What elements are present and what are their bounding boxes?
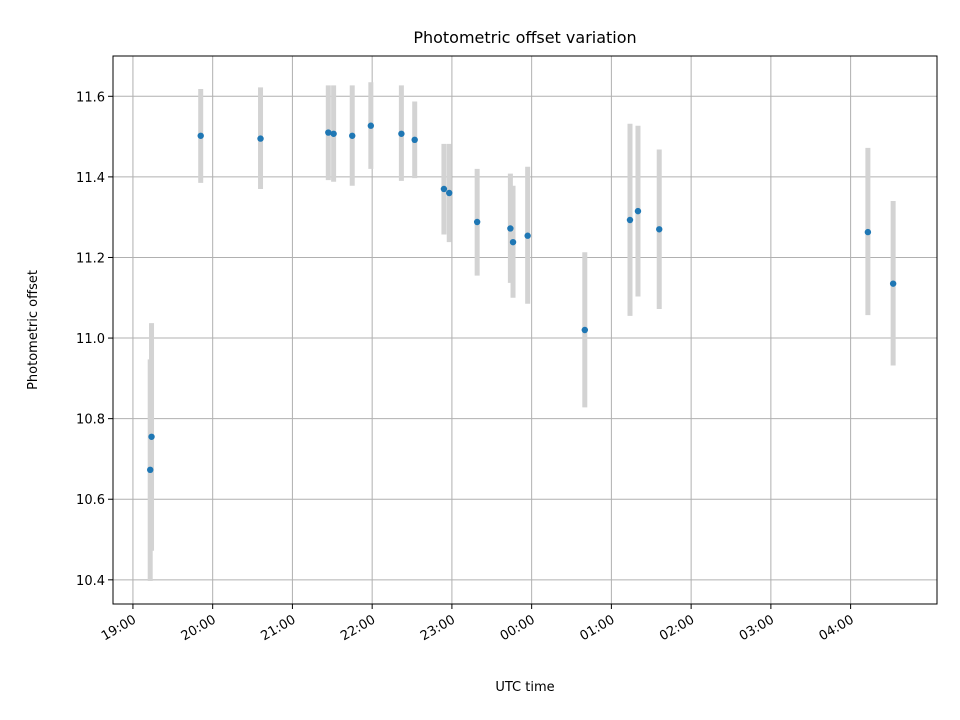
- x-axis-label: UTC time: [495, 680, 554, 695]
- y-tick-label: 11.2: [76, 251, 105, 266]
- y-tick-label: 10.6: [76, 493, 105, 508]
- data-point: [325, 129, 332, 136]
- y-tick-label: 11.4: [76, 171, 105, 186]
- chart-title: Photometric offset variation: [413, 28, 636, 47]
- data-point: [581, 326, 589, 334]
- data-point: [864, 228, 872, 236]
- data-point: [148, 433, 155, 440]
- data-point: [446, 189, 453, 197]
- data-point: [349, 132, 356, 139]
- data-point: [197, 132, 204, 139]
- data-point: [398, 130, 405, 137]
- data-point: [440, 185, 448, 193]
- data-point: [257, 135, 264, 142]
- data-point: [367, 122, 375, 129]
- y-tick-label: 10.8: [76, 413, 105, 428]
- y-axis-label: Photometric offset: [26, 270, 41, 390]
- y-axis-ticks: 10.4 10.6 10.8 11.0 11.2 11.4 11.6: [76, 90, 113, 589]
- plot-frame: [112, 55, 938, 605]
- y-tick-label: 10.4: [76, 574, 105, 589]
- data-point: [147, 466, 154, 474]
- data-point: [634, 207, 642, 215]
- data-points: [147, 122, 897, 474]
- data-point: [509, 238, 517, 246]
- data-point: [473, 218, 481, 226]
- data-point: [507, 225, 514, 232]
- data-point: [330, 130, 337, 137]
- data-point: [524, 232, 531, 239]
- data-point: [889, 280, 897, 287]
- data-point: [411, 136, 418, 144]
- y-tick-label: 11.0: [76, 332, 105, 347]
- data-point: [626, 216, 634, 224]
- y-tick-label: 11.6: [76, 90, 105, 105]
- data-point: [656, 226, 663, 233]
